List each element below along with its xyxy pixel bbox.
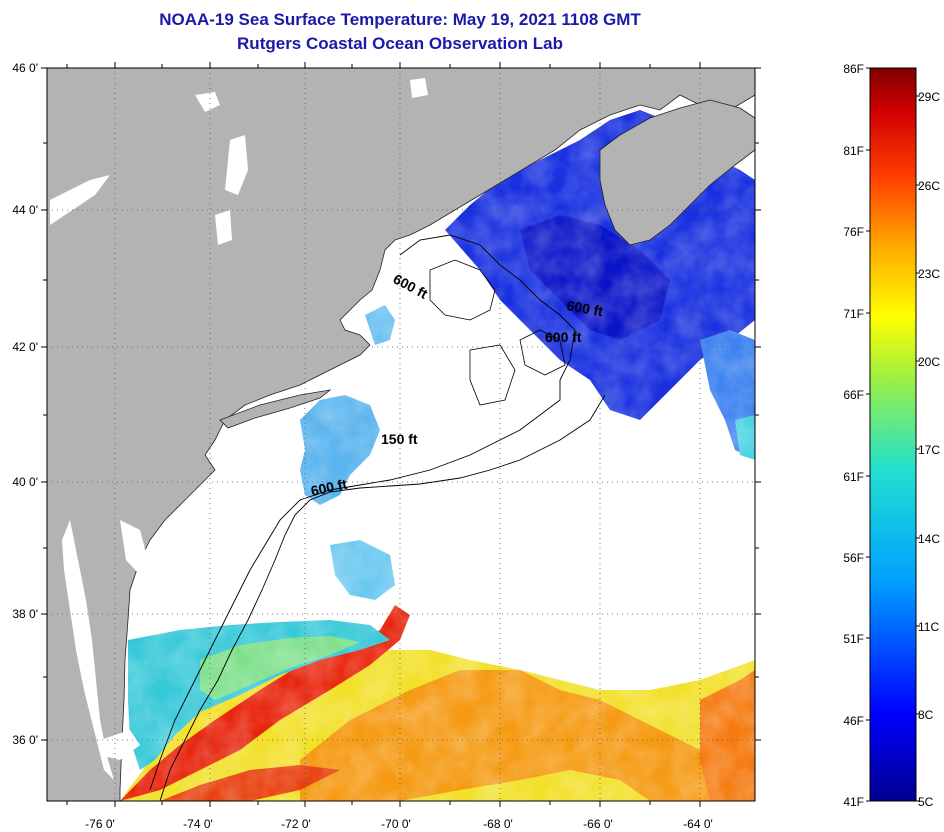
cb-f-41: 41F [843, 795, 864, 809]
lat-label-38: 38 0' [12, 607, 38, 621]
land-nova-scotia [599, 99, 755, 246]
lat-label-44: 44 0' [12, 203, 38, 217]
lon-label-68: -68 0' [483, 817, 513, 831]
land-long-island [219, 389, 332, 429]
lat-label-46: 46 0' [12, 61, 38, 75]
map-area: 600 ft 600 ft 600 ft 150 ft 600 ft [47, 68, 755, 801]
cb-c-29: 29C [918, 90, 940, 104]
map-title: NOAA-19 Sea Surface Temperature: May 19,… [159, 10, 641, 29]
lake-2 [225, 135, 248, 195]
cb-c-14: 14C [918, 532, 940, 546]
cb-f-51: 51F [843, 632, 864, 646]
lat-label-40: 40 0' [12, 475, 38, 489]
cb-f-46: 46F [843, 714, 864, 728]
cb-f-61: 61F [843, 470, 864, 484]
lat-label-42: 42 0' [12, 340, 38, 354]
lake-4 [50, 175, 110, 225]
lake-1 [195, 92, 220, 112]
map-subtitle: Rutgers Coastal Ocean Observation Lab [237, 34, 563, 53]
lat-label-36: 36 0' [12, 733, 38, 747]
lon-label-74: -74 0' [183, 817, 213, 831]
lon-label-66: -66 0' [583, 817, 613, 831]
cb-c-20: 20C [918, 355, 940, 369]
graticule [47, 68, 755, 801]
cb-f-81: 81F [843, 144, 864, 158]
cb-f-76: 76F [843, 225, 864, 239]
cb-c-5: 5C [918, 795, 934, 809]
temperature-colorbar [869, 67, 917, 802]
contour-150ft [149, 234, 576, 791]
lon-label-72: -72 0' [281, 817, 311, 831]
contour-600ft [159, 394, 606, 801]
delaware-bay [120, 520, 148, 575]
land-mainland [47, 68, 755, 801]
lon-label-64: -64 0' [683, 817, 713, 831]
lon-ticks [66, 62, 701, 807]
lon-label-70: -70 0' [381, 817, 411, 831]
depth-label-600ft-3: 600 ft [545, 329, 582, 345]
colorbar-ticks [866, 67, 920, 802]
contour-gulf-maine [429, 259, 566, 406]
cb-c-23: 23C [918, 267, 940, 281]
cb-f-86: 86F [843, 62, 864, 76]
depth-label-600ft-4: 600 ft [309, 476, 348, 499]
cb-f-66: 66F [843, 388, 864, 402]
albemarle-sound [100, 730, 140, 760]
lat-ticks [41, 67, 761, 741]
map-frame [46, 67, 756, 802]
chesapeake-bay [62, 520, 114, 780]
depth-label-600ft-2: 600 ft [565, 297, 604, 319]
cb-c-8: 8C [918, 708, 934, 722]
cb-c-17: 17C [918, 443, 940, 457]
cb-c-26: 26C [918, 179, 940, 193]
cb-f-56: 56F [843, 551, 864, 565]
cb-f-71: 71F [843, 307, 864, 321]
cb-c-11: 11C [918, 620, 939, 634]
lon-label-76: -76 0' [85, 817, 115, 831]
depth-label-150ft: 150 ft [381, 431, 418, 447]
lake-5 [410, 78, 428, 98]
lake-3 [215, 210, 232, 245]
